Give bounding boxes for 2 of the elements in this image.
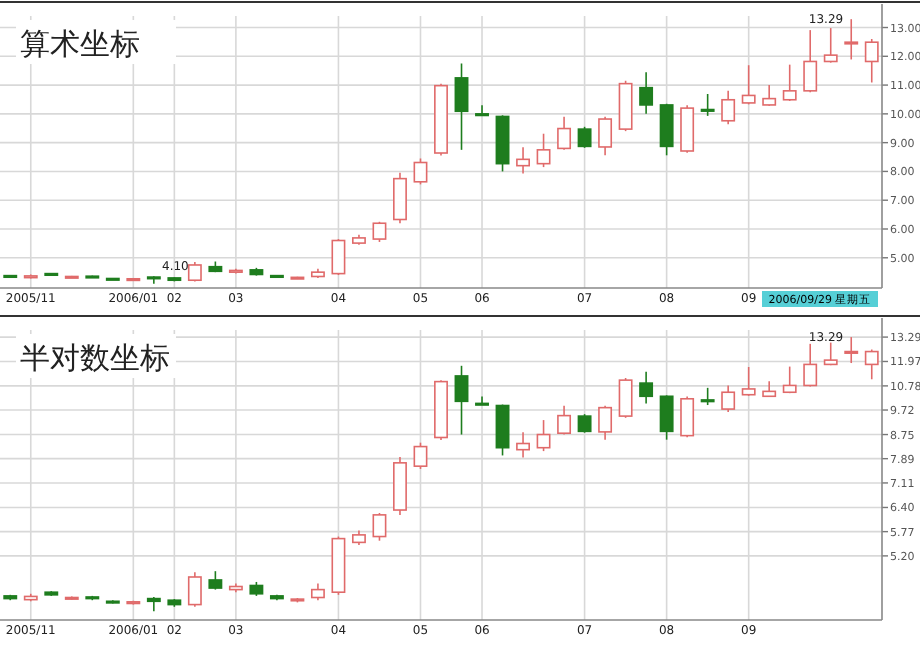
chart-title: 半对数坐标 (20, 340, 170, 376)
chart-title: 算术坐标 (20, 26, 140, 62)
